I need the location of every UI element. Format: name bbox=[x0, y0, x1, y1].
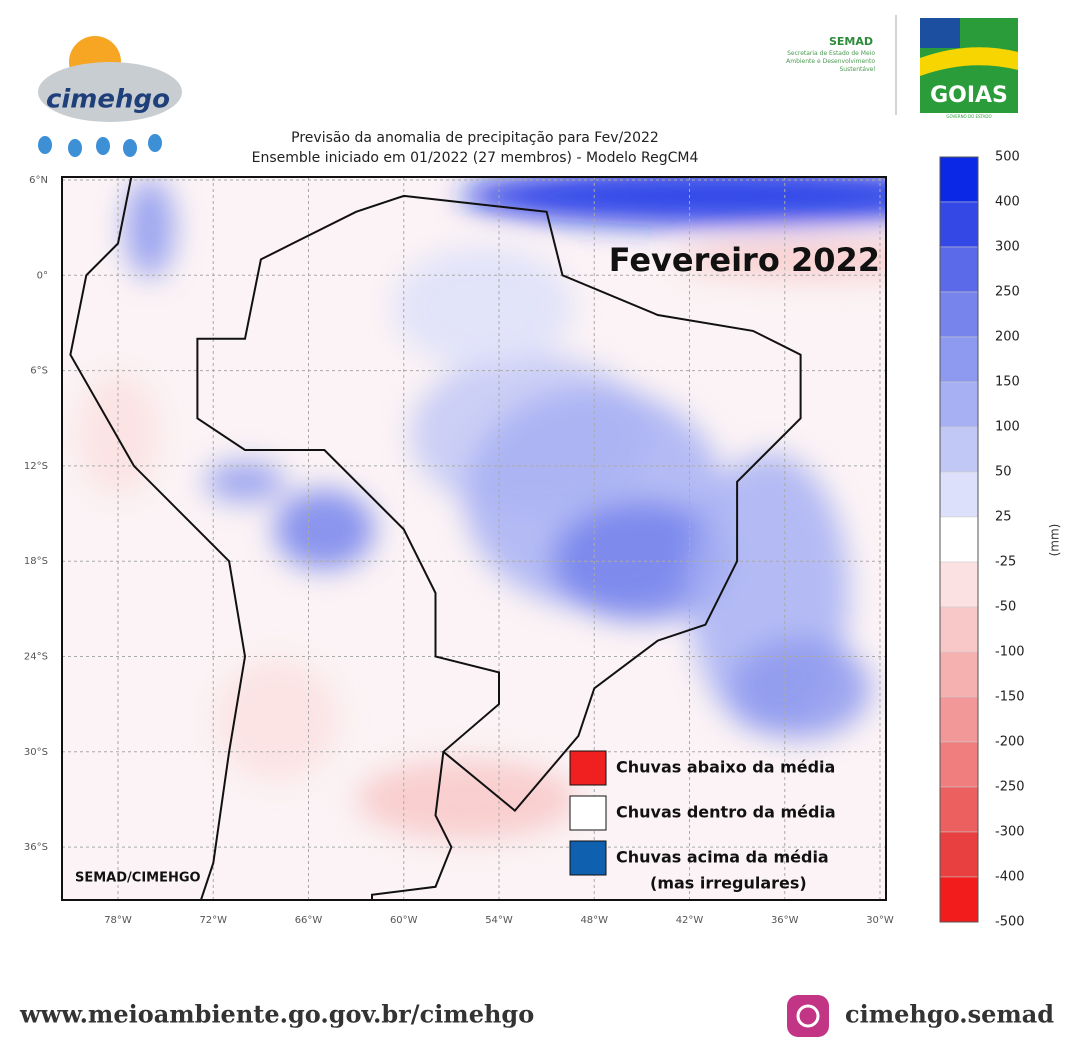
anomaly bbox=[216, 660, 337, 781]
anomaly bbox=[205, 461, 285, 502]
lat-label: 0° bbox=[37, 270, 48, 281]
colorbar-bin bbox=[939, 606, 979, 653]
colorbar-label: 250 bbox=[995, 285, 1020, 300]
colorbar-bin bbox=[939, 786, 979, 833]
colorbar-label: 200 bbox=[995, 330, 1020, 345]
colorbar-label: 100 bbox=[995, 420, 1020, 435]
colorbar-bin bbox=[939, 201, 979, 248]
colorbar-bin bbox=[939, 516, 979, 563]
colorbar-label: -250 bbox=[995, 780, 1025, 795]
colorbar-bin bbox=[939, 741, 979, 788]
logo-cimehgo: cimehgo bbox=[38, 36, 182, 157]
continent-outline bbox=[371, 751, 453, 900]
colorbar-bin bbox=[939, 156, 979, 203]
goias-text: GOIAS bbox=[930, 83, 1008, 108]
lat-label: 30°S bbox=[24, 747, 48, 758]
colorbar-bin bbox=[939, 471, 979, 518]
legend-label: Chuvas dentro da média bbox=[616, 803, 836, 822]
annotation: Fevereiro 2022 bbox=[609, 241, 880, 279]
footer-instagram: cimehgo.semad bbox=[845, 1000, 1054, 1029]
map-title: Previsão da anomalia de precipitação par… bbox=[291, 130, 659, 146]
colorbar-label: 150 bbox=[995, 375, 1020, 390]
logo-text: cimehgo bbox=[46, 85, 170, 115]
lat-label: 24°S bbox=[24, 652, 48, 663]
colorbar-label: -25 bbox=[995, 555, 1016, 570]
lon-label: 72°W bbox=[199, 915, 227, 926]
colorbar-bin bbox=[939, 426, 979, 473]
legend-label: Chuvas abaixo da média bbox=[616, 758, 835, 777]
legend-swatch bbox=[569, 840, 607, 876]
anomaly bbox=[78, 374, 158, 495]
colorbar-label: 500 bbox=[995, 150, 1020, 165]
anomaly-field bbox=[78, 177, 886, 840]
goias-sub: GOVERNO DO ESTADO bbox=[946, 114, 991, 119]
colorbar-frame bbox=[939, 156, 979, 923]
colorbar-label: -400 bbox=[995, 870, 1025, 885]
map-subtitle: Ensemble iniciado em 01/2022 (27 membros… bbox=[252, 150, 699, 166]
map-area bbox=[62, 177, 886, 900]
colorbar-bin bbox=[939, 381, 979, 428]
colorbar-bin bbox=[939, 696, 979, 743]
lon-label: 78°W bbox=[104, 915, 132, 926]
colorbar-label: 300 bbox=[995, 240, 1020, 255]
lon-label: 48°W bbox=[580, 915, 608, 926]
colorbar-label: -200 bbox=[995, 735, 1025, 750]
anomaly bbox=[730, 638, 871, 739]
colorbar-label: -150 bbox=[995, 690, 1025, 705]
colorbar-label: -100 bbox=[995, 645, 1025, 660]
lon-label: 36°W bbox=[771, 915, 799, 926]
legend-label: Chuvas acima da média bbox=[616, 848, 829, 867]
lon-label: 66°W bbox=[295, 915, 323, 926]
lat-label: 12°S bbox=[24, 461, 48, 472]
colorbar-label: 25 bbox=[995, 510, 1012, 525]
lat-label: 36°S bbox=[24, 842, 48, 853]
colorbar-label: -300 bbox=[995, 825, 1025, 840]
colorbar-unit: (mm) bbox=[1048, 524, 1062, 557]
lat-label: 6°N bbox=[29, 175, 48, 186]
semad-title: SEMAD bbox=[829, 35, 873, 48]
colorbar-label: 50 bbox=[995, 465, 1012, 480]
lon-label: 42°W bbox=[676, 915, 704, 926]
anomaly bbox=[357, 759, 578, 840]
lon-label: 30°W bbox=[866, 915, 894, 926]
lat-label: 6°S bbox=[30, 366, 48, 377]
colorbar-bin bbox=[939, 246, 979, 293]
map-frame bbox=[61, 176, 887, 901]
legend-swatch bbox=[569, 795, 607, 831]
continent-outline bbox=[69, 177, 247, 900]
colorbar-label: -50 bbox=[995, 600, 1016, 615]
colorbar-bin bbox=[939, 336, 979, 383]
anomaly bbox=[551, 501, 732, 622]
anomaly bbox=[676, 241, 886, 278]
logo-semad: SEMAD Secretaria de Estado de Meio Ambie… bbox=[786, 15, 1018, 119]
colorbar-bin bbox=[939, 831, 979, 878]
semad-sub: Secretaria de Estado de Meio Ambiente e … bbox=[786, 50, 875, 73]
lon-label: 54°W bbox=[485, 915, 513, 926]
anomaly bbox=[274, 489, 375, 570]
legend-note: (mas irregulares) bbox=[650, 874, 807, 893]
lon-label: 60°W bbox=[390, 915, 418, 926]
lat-label: 18°S bbox=[24, 556, 48, 567]
colorbar-bin bbox=[939, 651, 979, 698]
colorbar-bin bbox=[939, 561, 979, 608]
credit: SEMAD/CIMEHGO bbox=[75, 871, 201, 886]
footer-url: www.meioambiente.go.gov.br/cimehgo bbox=[19, 1000, 534, 1029]
legend-swatch bbox=[569, 750, 607, 786]
colorbar-label: -500 bbox=[995, 915, 1025, 930]
colorbar-bin bbox=[939, 876, 979, 923]
instagram-icon bbox=[787, 995, 829, 1037]
anomaly bbox=[393, 247, 574, 368]
anomaly bbox=[461, 177, 886, 226]
colorbar-label: 400 bbox=[995, 195, 1020, 210]
colorbar-bin bbox=[939, 291, 979, 338]
anomaly bbox=[124, 177, 175, 278]
